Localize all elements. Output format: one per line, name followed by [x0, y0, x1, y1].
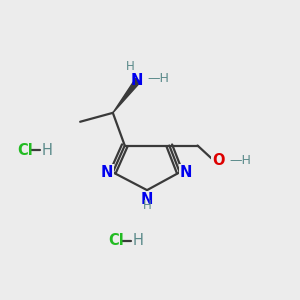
- Text: N: N: [101, 165, 113, 180]
- Text: —H: —H: [230, 154, 251, 167]
- Text: H: H: [143, 199, 152, 212]
- Text: H: H: [126, 60, 135, 73]
- Text: —H: —H: [148, 72, 169, 85]
- Text: N: N: [179, 165, 192, 180]
- Text: N: N: [130, 73, 143, 88]
- Text: H: H: [42, 142, 53, 158]
- Text: N: N: [141, 192, 153, 207]
- Text: Cl: Cl: [18, 142, 34, 158]
- Text: Cl: Cl: [108, 233, 124, 248]
- Text: H: H: [133, 233, 144, 248]
- Text: O: O: [212, 154, 225, 169]
- Polygon shape: [113, 78, 140, 113]
